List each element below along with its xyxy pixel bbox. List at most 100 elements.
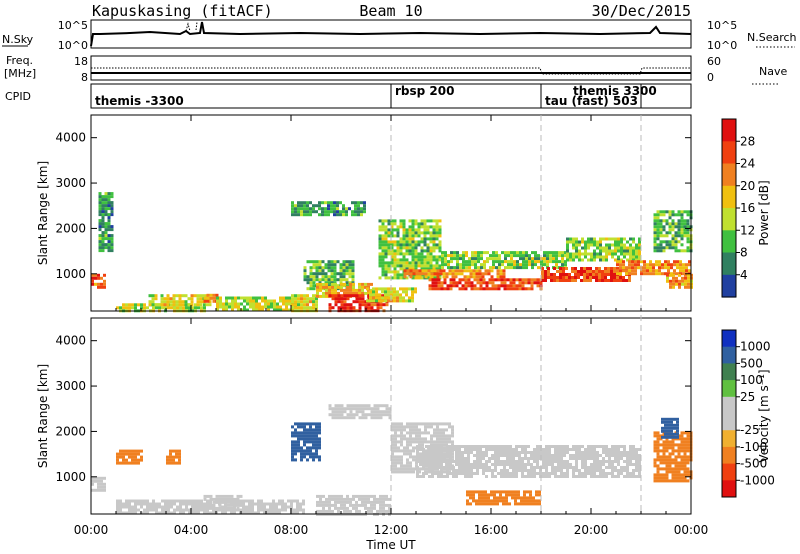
data-cell xyxy=(206,293,210,297)
data-cell xyxy=(231,308,234,312)
data-cell xyxy=(315,278,319,282)
data-cell xyxy=(334,288,337,292)
data-cell xyxy=(611,460,614,463)
data-cell xyxy=(653,219,657,223)
data-cell xyxy=(673,272,676,276)
data-cell xyxy=(170,511,173,515)
data-cell xyxy=(346,413,350,417)
data-cell xyxy=(435,225,439,229)
data-cell xyxy=(160,297,164,301)
data-cell xyxy=(539,281,543,285)
data-cell xyxy=(428,284,432,288)
data-cell xyxy=(378,293,381,297)
data-cell xyxy=(390,222,394,226)
data-cell xyxy=(402,237,406,241)
data-cell xyxy=(98,207,102,211)
data-cell xyxy=(288,296,291,300)
data-cell xyxy=(473,287,477,291)
data-cell xyxy=(538,493,541,497)
data-cell xyxy=(571,267,574,270)
noise-left-tick-top: 10^5 xyxy=(58,19,88,32)
data-cell xyxy=(309,428,312,432)
data-cell xyxy=(104,195,108,199)
data-cell xyxy=(509,454,512,457)
data-cell xyxy=(509,460,512,463)
data-cell xyxy=(343,297,347,301)
data-cell xyxy=(416,451,419,454)
data-cell xyxy=(418,272,422,276)
data-cell xyxy=(393,276,397,280)
data-cell xyxy=(312,306,315,310)
data-cell xyxy=(452,466,455,469)
data-cell xyxy=(376,410,380,414)
data-cell xyxy=(128,508,131,512)
data-cell xyxy=(646,266,649,270)
data-cell xyxy=(680,219,684,223)
data-cell xyxy=(107,240,111,244)
data-cell xyxy=(572,472,575,475)
data-cell xyxy=(629,249,632,253)
data-cell xyxy=(297,210,300,214)
data-cell xyxy=(575,445,578,448)
data-cell xyxy=(547,270,550,273)
data-cell xyxy=(629,472,632,475)
data-cell xyxy=(674,222,678,226)
data-cell xyxy=(291,425,294,429)
data-cell xyxy=(505,493,508,497)
data-cell xyxy=(423,234,427,238)
data-cell xyxy=(656,216,660,220)
data-cell xyxy=(98,225,102,229)
data-cell xyxy=(351,275,355,279)
data-cell xyxy=(281,505,284,509)
data-cell xyxy=(680,243,684,247)
data-cell xyxy=(461,463,464,466)
data-cell xyxy=(316,282,319,286)
data-cell xyxy=(358,494,361,498)
data-cell xyxy=(435,255,439,259)
data-cell xyxy=(437,466,440,469)
data-cell xyxy=(411,299,414,303)
data-cell xyxy=(671,243,675,247)
data-cell xyxy=(140,502,143,506)
data-cell xyxy=(497,454,500,457)
data-cell xyxy=(614,457,617,460)
data-cell xyxy=(683,225,687,229)
data-cell xyxy=(396,290,399,294)
data-cell xyxy=(664,417,667,421)
data-cell xyxy=(589,279,592,282)
data-cell xyxy=(390,243,394,247)
data-cell xyxy=(607,279,610,282)
data-cell xyxy=(584,460,587,463)
data-cell xyxy=(233,505,236,509)
data-cell xyxy=(98,246,102,250)
data-cell xyxy=(481,272,485,276)
data-cell xyxy=(382,497,385,501)
data-cell xyxy=(578,249,581,253)
data-cell xyxy=(684,285,687,289)
data-cell xyxy=(555,263,558,267)
data-cell xyxy=(599,255,602,259)
data-cell xyxy=(611,451,614,454)
data-cell xyxy=(340,306,344,310)
data-cell xyxy=(337,297,341,301)
data-cell xyxy=(303,443,306,447)
data-cell xyxy=(499,272,503,276)
data-cell xyxy=(209,503,213,507)
data-cell xyxy=(394,443,397,447)
data-cell xyxy=(275,511,278,515)
data-cell xyxy=(502,275,506,279)
data-cell xyxy=(420,276,424,280)
data-cell xyxy=(352,282,355,286)
data-cell xyxy=(405,234,409,238)
data-cell xyxy=(258,305,261,309)
data-cell xyxy=(467,281,471,285)
data-cell xyxy=(646,272,649,276)
data-cell xyxy=(399,299,402,303)
data-cell xyxy=(361,494,364,498)
data-cell xyxy=(343,306,347,310)
data-cell xyxy=(429,255,433,259)
power-region-20 xyxy=(666,273,693,289)
data-cell xyxy=(590,466,593,469)
data-cell xyxy=(672,273,675,277)
data-cell xyxy=(291,300,294,304)
